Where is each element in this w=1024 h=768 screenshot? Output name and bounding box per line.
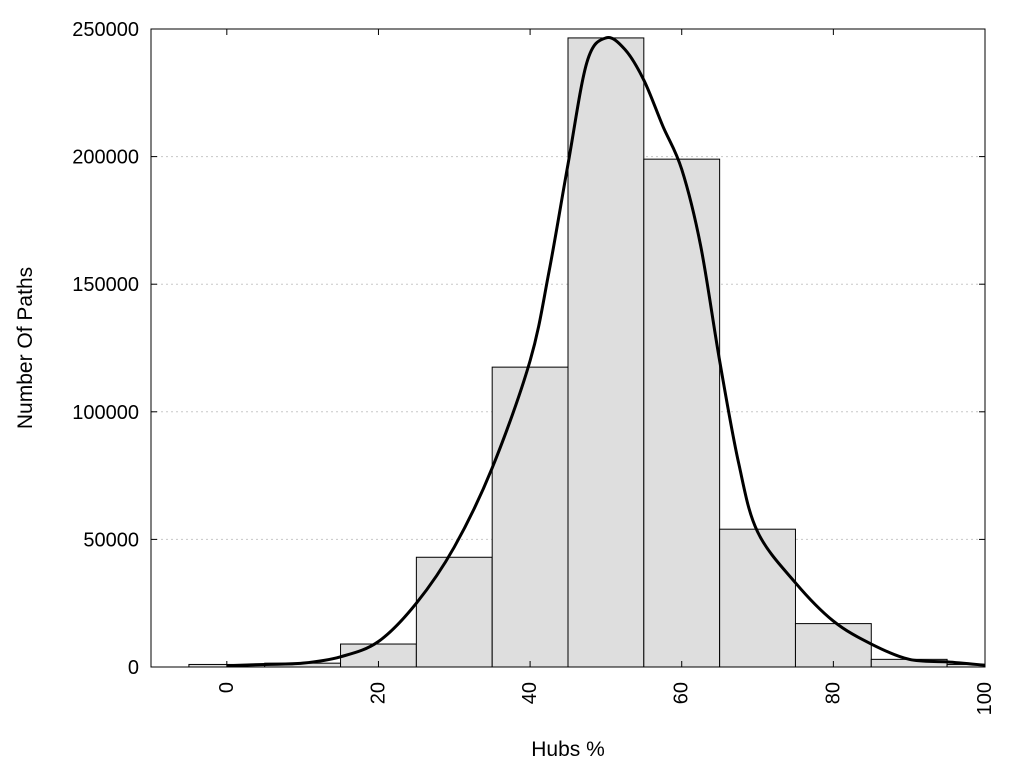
- y-tick-label: 100000: [72, 402, 139, 424]
- bars-layer: [188, 37, 986, 668]
- x-tick-label: 100: [974, 682, 996, 715]
- y-tick-label: 50000: [83, 529, 139, 551]
- density-curve: [226, 36, 986, 668]
- ticks-layer: [151, 28, 986, 668]
- y-tick-label: 0: [128, 657, 139, 679]
- histogram-bar: [719, 528, 796, 668]
- y-tick-labels: 0 50000 100000 150000 200000 250000: [72, 19, 139, 679]
- x-tick-label: 40: [519, 682, 541, 704]
- y-tick-label: 250000: [72, 19, 139, 41]
- histogram-bar: [643, 158, 721, 668]
- x-tick-label: 20: [367, 682, 389, 704]
- y-tick-label: 200000: [72, 147, 139, 169]
- x-tick-label: 80: [822, 682, 844, 704]
- plot-frame: [150, 28, 986, 668]
- histogram-bar: [415, 556, 493, 668]
- histogram-bar: [567, 37, 645, 668]
- histogram-bar: [794, 623, 872, 668]
- x-tick-labels: 0 20 40 60 80 100: [216, 682, 996, 715]
- y-axis-title: Number Of Paths: [14, 267, 37, 429]
- x-tick-label: 0: [216, 682, 238, 693]
- y-tick-label: 150000: [72, 274, 139, 296]
- histogram-bar: [491, 366, 569, 668]
- x-axis-title: Hubs %: [531, 738, 605, 761]
- curve-layer: [226, 36, 986, 668]
- x-tick-label: 60: [671, 682, 693, 704]
